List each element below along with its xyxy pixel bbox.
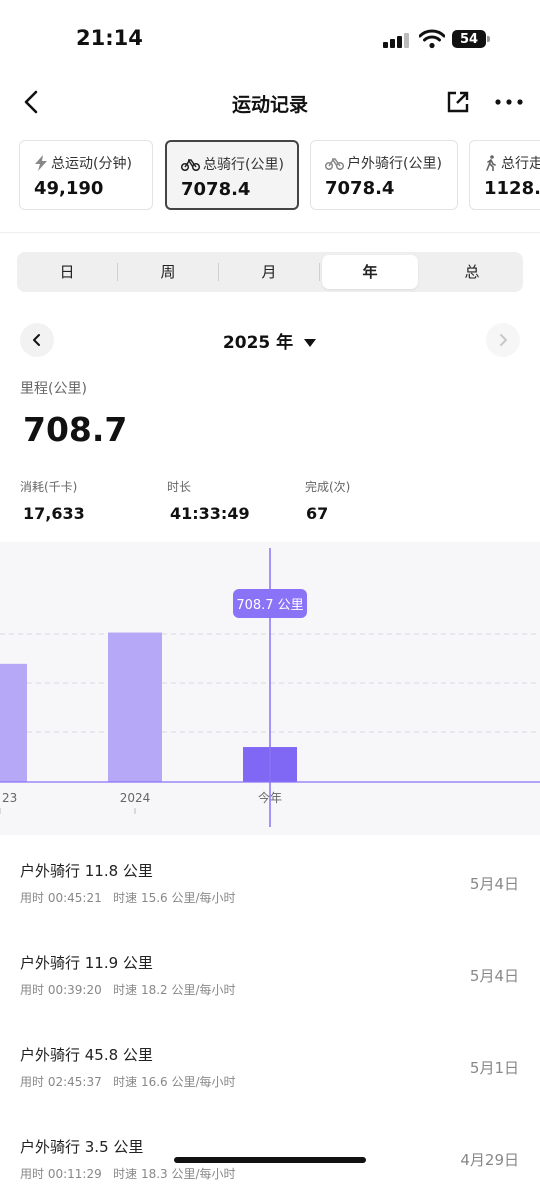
divider	[0, 232, 540, 233]
card-label: 户外骑行(公里)	[347, 156, 442, 172]
chart-area: 23 2024 今年 708.7 公里	[0, 542, 540, 835]
period-label: 2025 年	[222, 333, 294, 353]
status-time: 21:14	[76, 26, 143, 50]
chevron-left-icon	[33, 334, 40, 346]
segment-divider	[117, 263, 118, 281]
card-value: 49,190	[34, 178, 104, 199]
tooltip-bubble	[233, 589, 307, 618]
bike-icon	[181, 159, 200, 171]
wifi-icon	[419, 29, 445, 49]
metric-value: 708.7	[23, 410, 128, 449]
duration-label: 时长	[167, 480, 192, 494]
card-label: 总运动(分钟)	[51, 156, 132, 172]
cellular-signal-icon	[383, 32, 409, 48]
record-date: 5月1日	[469, 1059, 519, 1077]
card-value: 7078.4	[181, 179, 251, 200]
chart-bar[interactable]	[108, 632, 162, 782]
record-row[interactable]: 户外骑行 3.5 公里用时 00:11:29 时速 18.3 公里/每小时 4月2…	[0, 1134, 540, 1204]
card-total-exercise[interactable]: 总运动(分钟) 49,190	[19, 140, 153, 210]
record-title: 户外骑行 3.5 公里	[20, 1138, 144, 1156]
record-title: 户外骑行 11.8 公里	[20, 862, 153, 880]
chart-bar[interactable]	[0, 663, 27, 782]
record-row[interactable]: 户外骑行 11.8 公里用时 00:45:21 时速 15.6 公里/每小时 5月…	[0, 858, 540, 928]
page-title: 运动记录	[231, 94, 308, 116]
card-label: 总骑行(公里)	[203, 157, 284, 173]
calories-value: 17,633	[23, 504, 85, 523]
next-period-button[interactable]	[486, 323, 520, 357]
tooltip-label: 708.7 公里	[236, 598, 303, 613]
home-indicator	[174, 1157, 366, 1163]
card-total-cycling[interactable]: 总骑行(公里) 7078.4	[165, 140, 299, 210]
summary-cards: 总运动(分钟) 49,190 总骑行(公里) 7078.4 户外骑行(公里) 7…	[19, 140, 540, 214]
segment-month[interactable]: 月	[261, 263, 277, 281]
walk-icon	[486, 155, 496, 171]
record-title: 户外骑行 11.9 公里	[20, 954, 153, 972]
share-icon[interactable]	[446, 90, 470, 114]
bolt-icon	[35, 155, 47, 171]
x-tick-label: 2024	[120, 791, 151, 805]
bike-icon	[325, 158, 344, 170]
caret-down-icon	[304, 339, 317, 347]
record-date: 5月4日	[469, 875, 519, 893]
segment-day[interactable]: 日	[59, 263, 75, 281]
segment-year[interactable]: 年	[362, 263, 378, 281]
calories-label: 消耗(千卡)	[20, 480, 78, 494]
segment-total[interactable]: 总	[464, 263, 480, 281]
card-label: 总行走	[501, 156, 540, 172]
card-total-walking[interactable]: 总行走 1128.09	[469, 140, 540, 210]
card-value: 1128.09	[484, 178, 540, 199]
more-icon[interactable]	[494, 90, 524, 114]
back-icon[interactable]	[20, 90, 44, 114]
record-row[interactable]: 户外骑行 45.8 公里用时 02:45:37 时速 16.6 公里/每小时 5月…	[0, 1042, 540, 1112]
record-title: 户外骑行 45.8 公里	[20, 1046, 153, 1064]
duration-value: 41:33:49	[170, 504, 250, 523]
record-date: 4月29日	[460, 1151, 519, 1169]
record-row[interactable]: 户外骑行 11.9 公里用时 00:39:20 时速 18.2 公里/每小时 5月…	[0, 950, 540, 1020]
segment-divider	[218, 263, 219, 281]
record-detail: 用时 00:39:20 时速 18.2 公里/每小时	[20, 983, 236, 997]
card-value: 7078.4	[325, 178, 395, 199]
x-tick-label: 23	[2, 791, 17, 805]
period-segmented-control: 日 周 月 年 总	[17, 252, 523, 292]
record-detail: 用时 00:45:21 时速 15.6 公里/每小时	[20, 891, 236, 905]
record-detail: 用时 00:11:29 时速 18.3 公里/每小时	[20, 1167, 236, 1181]
battery-icon: 54	[452, 30, 490, 48]
previous-period-button[interactable]	[20, 323, 54, 357]
period-selector[interactable]: 2025 年	[0, 328, 540, 353]
completed-value: 67	[306, 504, 329, 523]
segment-divider	[319, 263, 320, 281]
segment-selection-indicator	[322, 255, 418, 289]
segment-week[interactable]: 周	[160, 263, 176, 281]
chevron-right-icon	[500, 334, 507, 346]
record-date: 5月4日	[469, 967, 519, 985]
card-outdoor-cycling[interactable]: 户外骑行(公里) 7078.4	[310, 140, 458, 210]
metric-label: 里程(公里)	[20, 381, 87, 397]
record-detail: 用时 02:45:37 时速 16.6 公里/每小时	[20, 1075, 236, 1089]
completed-label: 完成(次)	[305, 480, 351, 494]
